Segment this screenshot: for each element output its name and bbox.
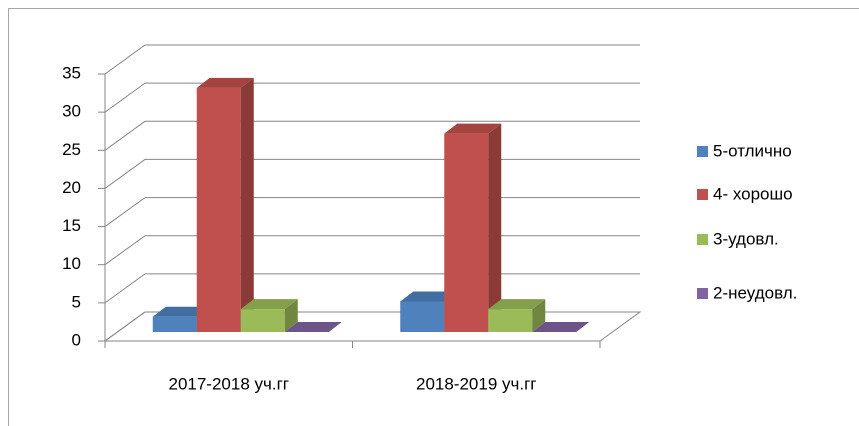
bar-front bbox=[196, 87, 241, 332]
y-tick-label: 0 bbox=[72, 330, 81, 349]
y-tick-label: 30 bbox=[62, 102, 81, 121]
bar bbox=[284, 322, 342, 332]
bar-top bbox=[532, 322, 590, 332]
y-tick-label: 15 bbox=[62, 216, 81, 235]
bar bbox=[532, 322, 590, 332]
legend-label: 4- хорошо bbox=[713, 184, 793, 203]
y-tick-label: 20 bbox=[62, 178, 81, 197]
grid-line bbox=[104, 273, 640, 304]
legend-swatch bbox=[697, 288, 708, 299]
bar-top bbox=[196, 77, 254, 88]
y-tick-label: 10 bbox=[62, 254, 81, 273]
grid-line bbox=[104, 44, 640, 75]
bar-front bbox=[240, 309, 285, 332]
legend-swatch bbox=[697, 189, 708, 200]
y-tick-label: 35 bbox=[62, 63, 81, 82]
bar bbox=[240, 299, 298, 332]
bar bbox=[196, 77, 254, 332]
grid-line bbox=[104, 235, 640, 266]
x-tick-label: 2017-2018 уч.гг bbox=[168, 374, 289, 393]
grid-line bbox=[104, 120, 640, 151]
legend-label: 5-отлично bbox=[713, 141, 792, 160]
legend-swatch bbox=[697, 234, 708, 245]
bar-side bbox=[488, 123, 502, 333]
bar-side bbox=[284, 299, 298, 332]
bar-top bbox=[400, 291, 458, 302]
bar-top bbox=[240, 299, 298, 310]
bar-top bbox=[444, 123, 502, 134]
bar-front bbox=[152, 316, 197, 332]
bar-front bbox=[400, 301, 445, 332]
legend-swatch bbox=[697, 146, 708, 157]
bar-side bbox=[532, 299, 546, 332]
bar-top bbox=[488, 299, 546, 310]
legend-label: 2-неудовл. bbox=[713, 283, 797, 302]
bar-top bbox=[284, 322, 342, 332]
chart-frame bbox=[8, 8, 859, 426]
grid-line bbox=[104, 197, 640, 227]
bar-top bbox=[152, 306, 210, 317]
bar-side bbox=[240, 77, 254, 332]
x-tick-label: 2018-2019 уч.гг bbox=[416, 374, 537, 393]
bar bbox=[444, 123, 502, 333]
bar-front bbox=[488, 309, 533, 332]
legend-label: 3-удовл. bbox=[713, 229, 779, 248]
y-tick-label: 5 bbox=[72, 292, 81, 311]
bar-front bbox=[444, 133, 489, 332]
grid-line bbox=[104, 158, 640, 189]
y-tick-label: 25 bbox=[62, 140, 81, 159]
grid-line bbox=[104, 82, 640, 113]
bar bbox=[488, 299, 546, 332]
